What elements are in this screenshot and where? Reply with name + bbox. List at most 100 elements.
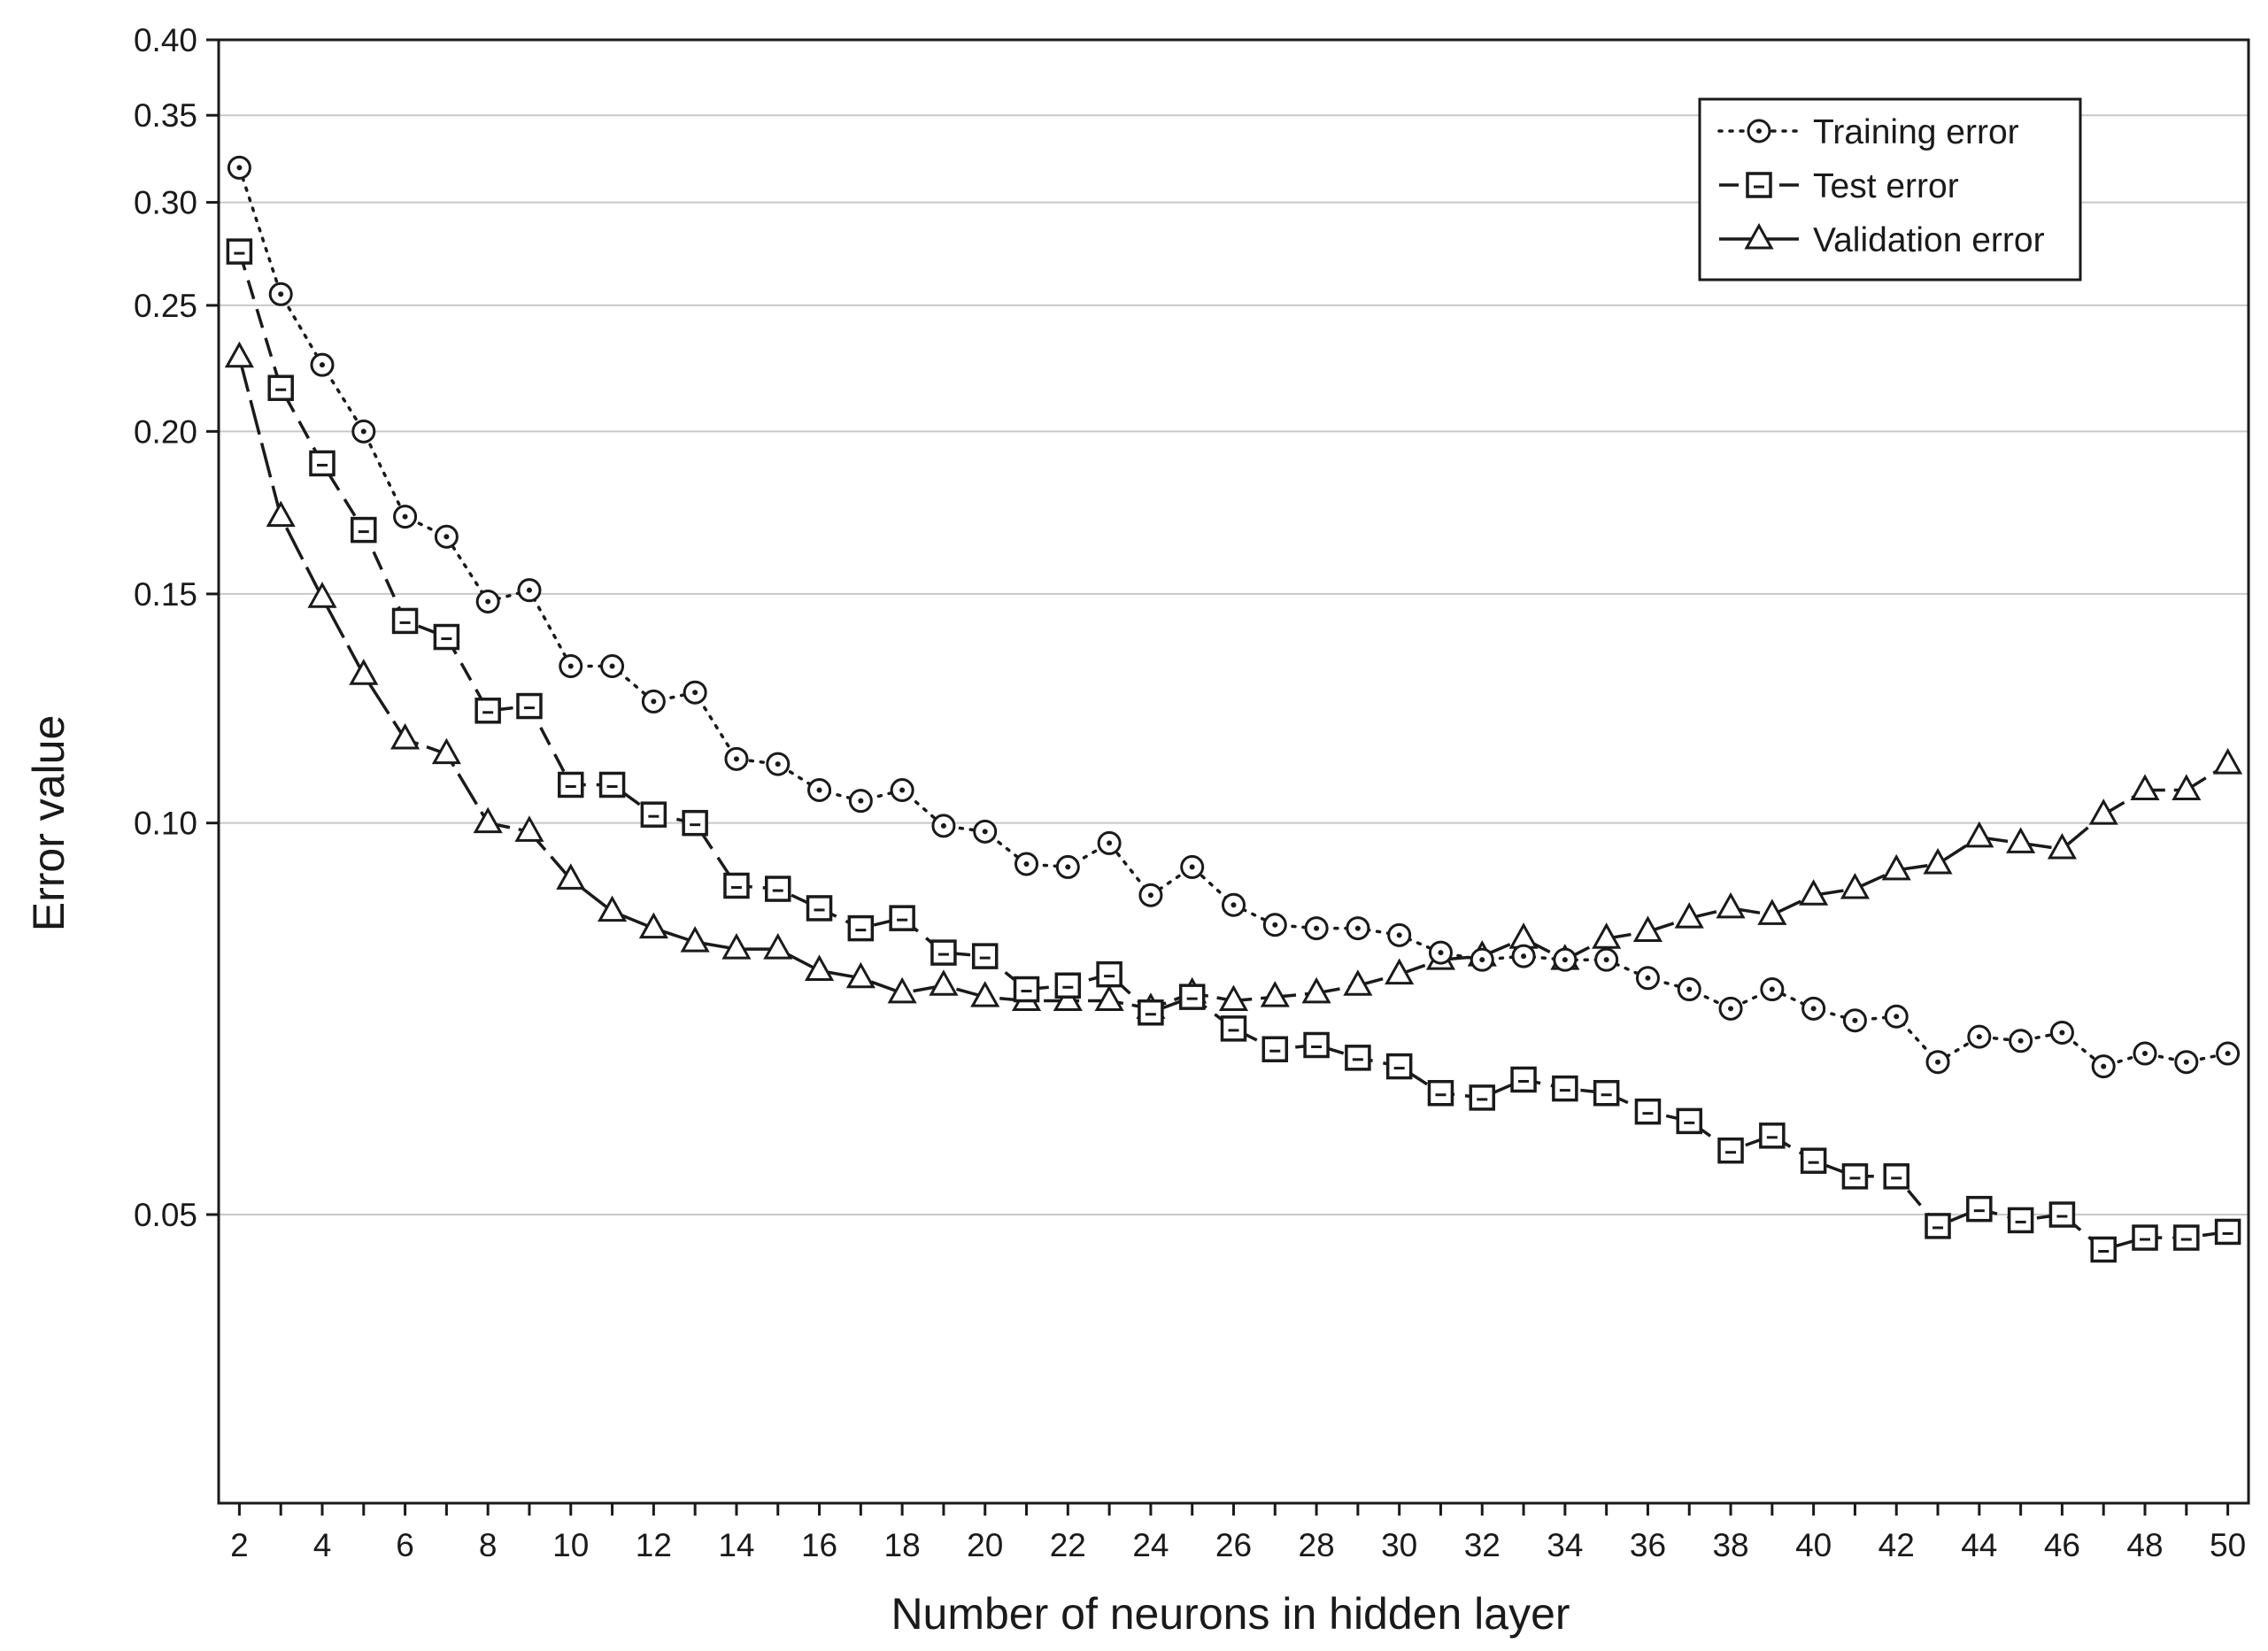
data-point-circle <box>600 654 625 679</box>
data-point-triangle <box>2088 798 2118 825</box>
data-point-circle <box>1553 947 1578 972</box>
data-point-square <box>433 623 460 651</box>
data-point-triangle <box>556 863 586 890</box>
data-point-square <box>1469 1084 1496 1111</box>
x-tick-label: 34 <box>1547 1527 1583 1563</box>
data-point-square <box>1593 1079 1620 1107</box>
data-point-circle <box>1801 996 1826 1021</box>
y-tick-label: 0.40 <box>134 22 197 58</box>
x-tick-label: 4 <box>313 1527 332 1563</box>
data-point-circle <box>807 777 832 802</box>
data-point-triangle <box>1881 853 1911 881</box>
data-point-square <box>1303 1031 1330 1059</box>
data-point-triangle <box>2213 748 2243 775</box>
data-point-triangle <box>2006 827 2036 853</box>
data-point-square <box>1925 1213 1951 1239</box>
data-point-square <box>309 450 336 477</box>
data-point-circle <box>2216 1041 2241 1066</box>
data-point-triangle <box>887 976 917 1004</box>
x-tick-label: 8 <box>479 1527 498 1563</box>
data-point-circle <box>1387 922 1412 947</box>
data-point-circle <box>1346 916 1370 941</box>
data-point-triangle <box>929 969 959 996</box>
data-point-square <box>640 801 667 828</box>
data-point-square <box>558 771 584 798</box>
data-point-circle <box>1428 940 1453 965</box>
data-point-triangle <box>2047 832 2077 860</box>
data-point-square <box>1138 999 1164 1026</box>
y-tick-label: 0.25 <box>134 288 197 324</box>
data-point-triangle <box>1260 981 1290 1007</box>
data-point-square <box>2090 1236 2117 1263</box>
y-tick-label: 0.35 <box>134 97 197 134</box>
data-point-circle <box>393 505 418 529</box>
x-tick-label: 20 <box>967 1527 1003 1563</box>
x-tick-label: 42 <box>1878 1527 1915 1563</box>
data-point-triangle <box>1385 958 1415 985</box>
data-point-circle <box>475 589 500 613</box>
data-point-square <box>682 809 708 837</box>
x-tick-label: 26 <box>1215 1527 1252 1563</box>
data-point-triangle <box>1716 891 1746 919</box>
data-point-triangle <box>514 815 544 842</box>
data-point-triangle <box>970 981 1000 1007</box>
legend-label-training: Training error <box>1813 113 2019 151</box>
data-point-square <box>1966 1195 1993 1223</box>
data-point-square <box>1220 1015 1247 1042</box>
data-point-square <box>889 905 915 931</box>
x-tick-label: 14 <box>718 1527 754 1563</box>
data-point-square <box>971 943 999 969</box>
data-point-circle <box>268 282 293 306</box>
x-tick-label: 16 <box>801 1527 837 1563</box>
x-tick-label: 24 <box>1132 1527 1169 1563</box>
series-line-circle <box>237 166 2230 1069</box>
data-point-circle <box>517 578 542 603</box>
legend-marker-square <box>1746 172 1772 198</box>
data-point-square <box>723 872 750 899</box>
data-point-triangle <box>1592 922 1622 949</box>
x-tick-label: 36 <box>1630 1527 1666 1563</box>
x-tick-label: 30 <box>1381 1527 1417 1563</box>
legend-marker-triangle <box>1744 222 1774 250</box>
series-line-square <box>237 251 2228 1252</box>
data-point-square <box>1345 1045 1371 1071</box>
data-point-circle <box>1180 854 1205 879</box>
grid-layer <box>219 39 2249 1216</box>
data-point-square <box>267 374 294 401</box>
legend-label-test: Test error <box>1813 167 1959 205</box>
data-point-circle <box>1138 883 1163 907</box>
data-point-circle <box>2133 1041 2157 1066</box>
data-point-square <box>930 939 957 966</box>
data-point-square <box>1178 984 1206 1010</box>
data-point-circle <box>848 789 873 814</box>
data-point-circle <box>1842 1008 1867 1033</box>
x-tick-label: 50 <box>2210 1527 2246 1563</box>
legend-samples <box>1717 119 1801 250</box>
data-point-triangle <box>1301 976 1331 1004</box>
data-point-square <box>1717 1137 1744 1164</box>
legend: Training error Test error Validation err… <box>1698 97 2082 282</box>
legend-label-validation: Validation error <box>1813 221 2045 259</box>
y-tick-label: 0.15 <box>134 576 197 613</box>
data-point-triangle <box>431 737 461 765</box>
data-point-square <box>806 895 833 922</box>
data-point-circle <box>1055 854 1080 879</box>
data-point-circle <box>724 746 749 771</box>
data-point-square <box>764 876 791 902</box>
data-point-circle <box>1262 913 1287 937</box>
data-point-triangle <box>473 806 503 834</box>
data-point-square <box>1883 1163 1909 1190</box>
x-tick-label: 32 <box>1464 1527 1500 1563</box>
y-tick-label: 0.20 <box>134 413 197 450</box>
x-tick-label: 18 <box>884 1527 921 1563</box>
data-point-circle <box>641 689 666 714</box>
data-point-circle <box>351 419 376 444</box>
y-tick-label: 0.05 <box>134 1197 197 1233</box>
data-point-circle <box>227 155 251 180</box>
data-point-circle <box>1097 830 1122 855</box>
data-point-triangle <box>763 933 793 960</box>
data-point-square <box>516 692 543 720</box>
x-tick-label: 12 <box>636 1527 672 1563</box>
data-point-circle <box>766 752 791 776</box>
